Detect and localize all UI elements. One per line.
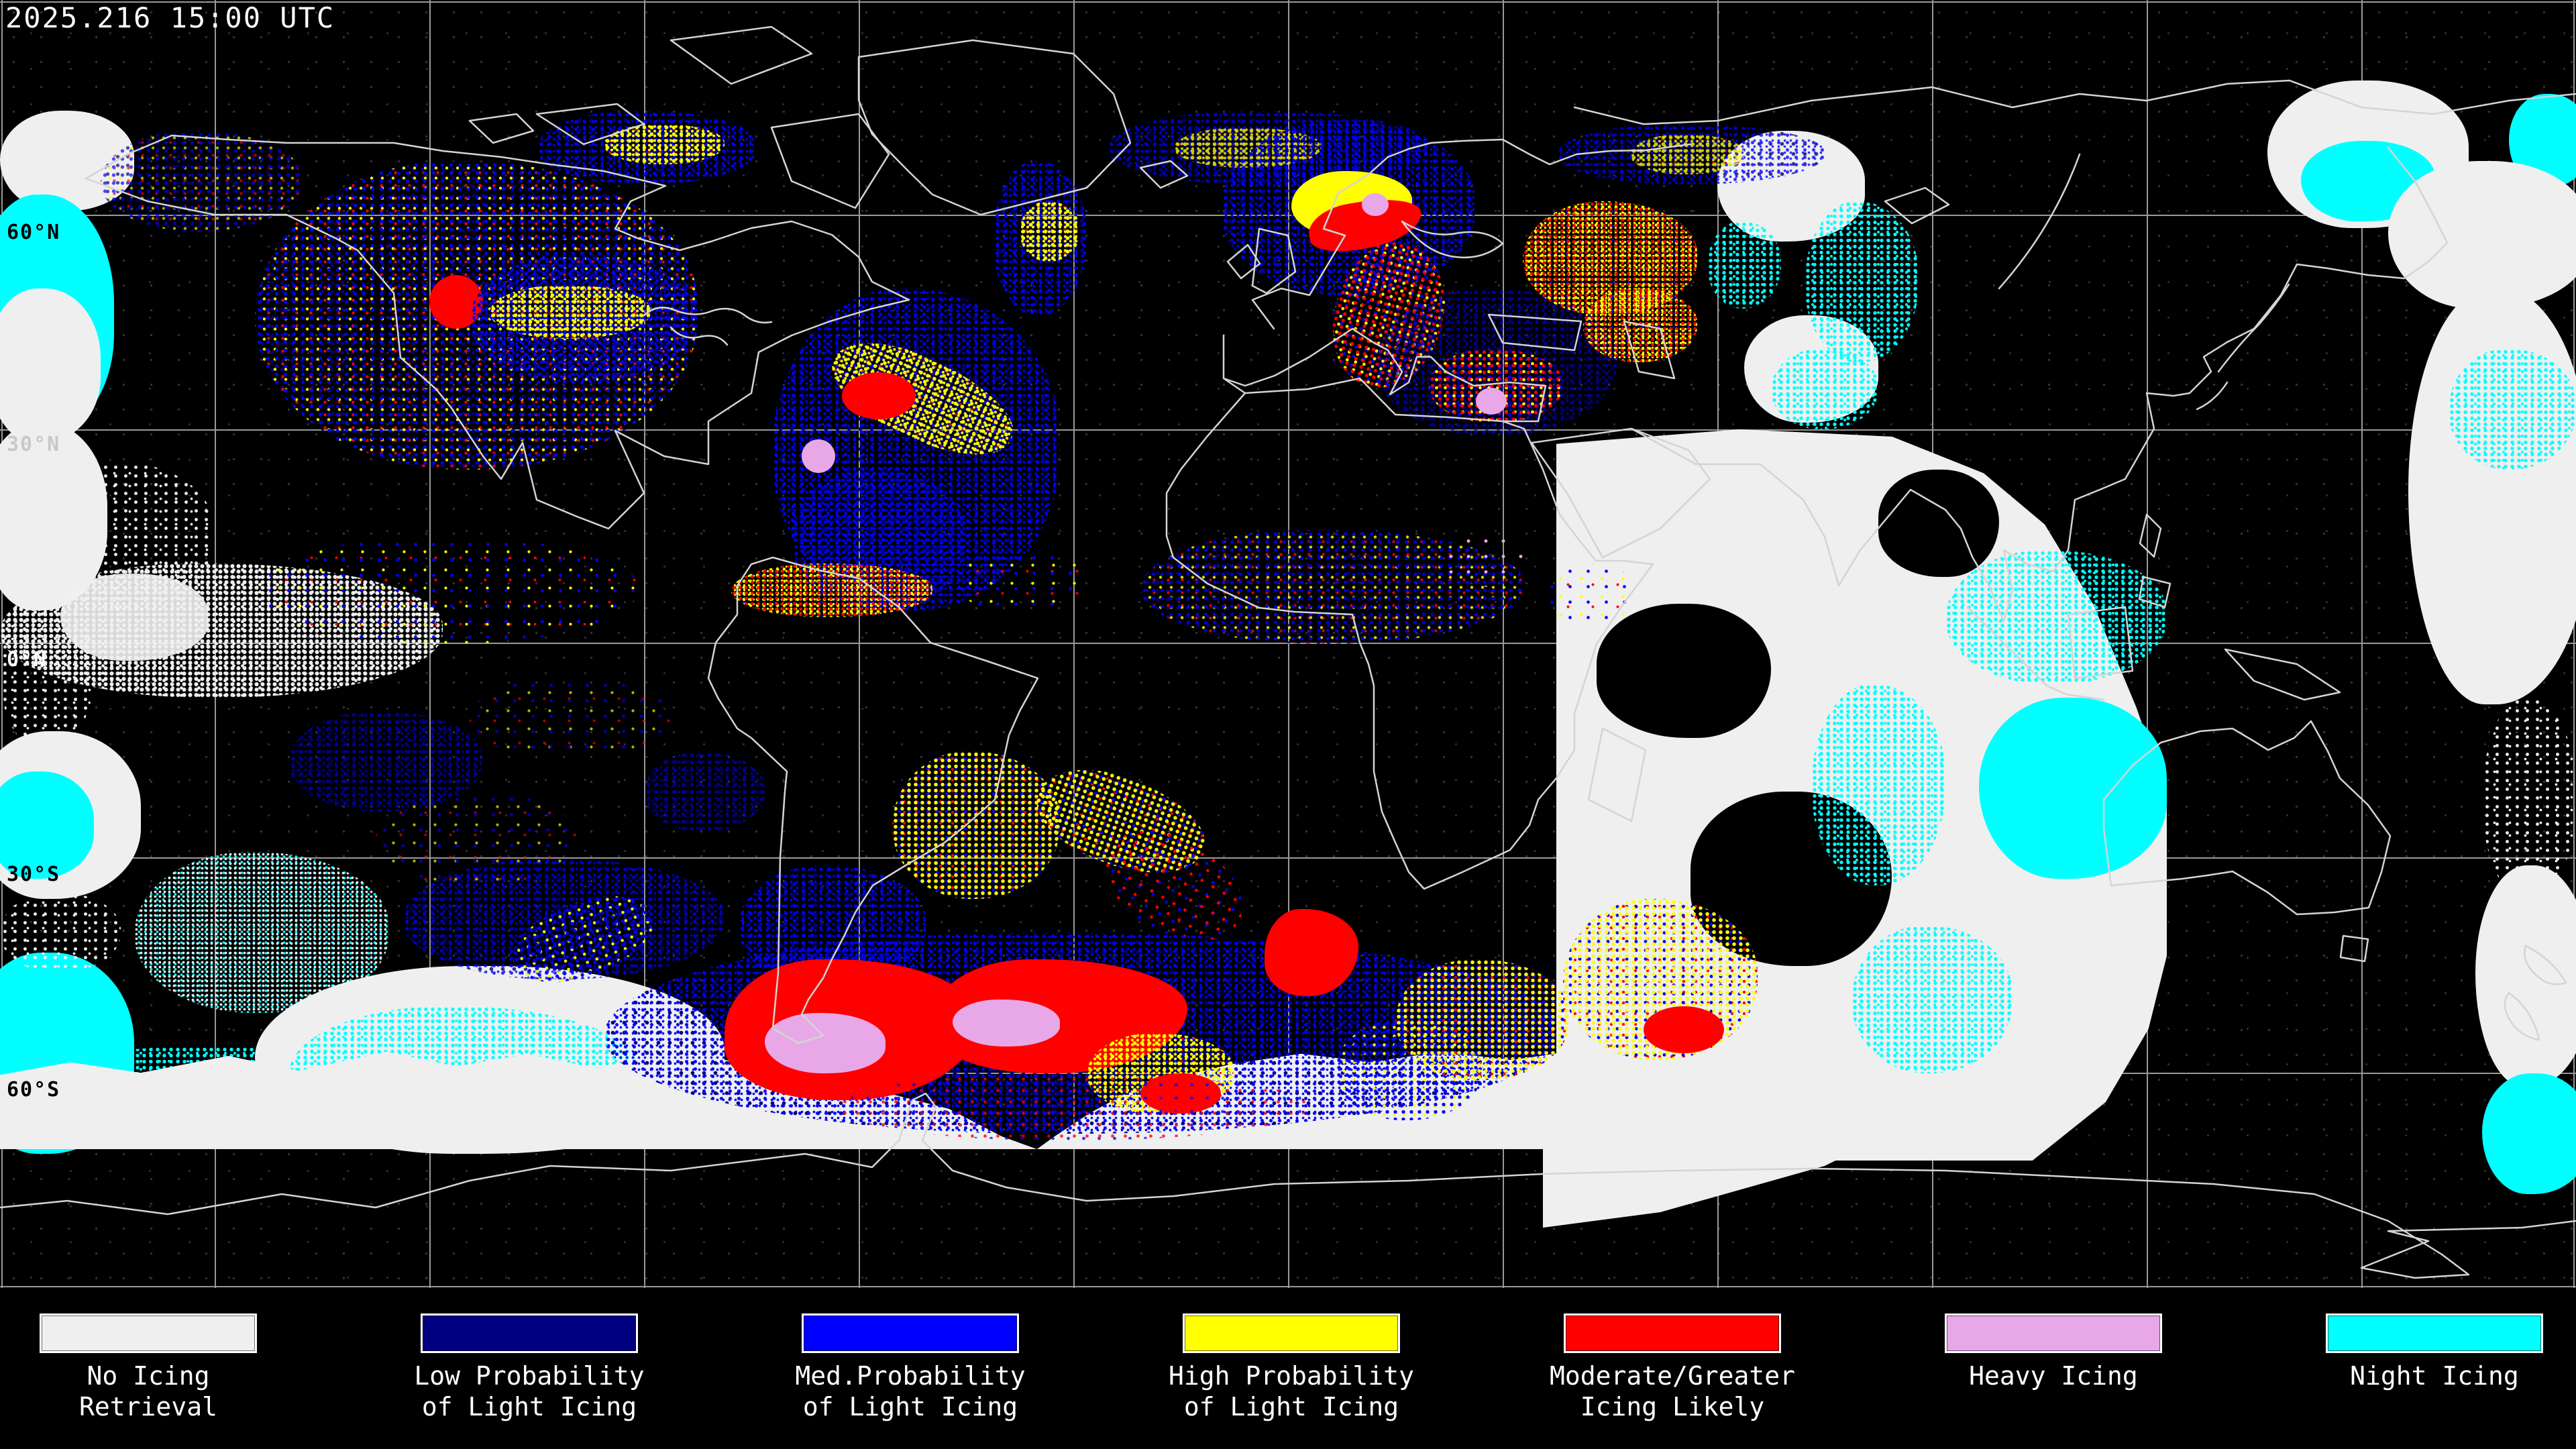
grid-line-vertical [2361, 0, 2363, 1288]
cloud-gap [1878, 470, 1999, 577]
legend-label-line: of Light Icing [421, 1392, 637, 1421]
cloud-gap [1597, 604, 1771, 738]
night-icing-speckle [1771, 349, 1878, 429]
icing-speckle [376, 792, 577, 885]
coastlines-svg [0, 25, 2576, 1279]
legend-label: High Probability of Light Icing [1130, 1360, 1452, 1422]
heavy-icing-patch [802, 439, 835, 473]
icing-moderate-patch [842, 372, 916, 419]
legend-item-heavy: Heavy Icing [1892, 1288, 2214, 1449]
icing-speckle-itcz [262, 537, 637, 644]
legend-label-line: Night Icing [2350, 1361, 2519, 1391]
grid-line-vertical [1503, 0, 1504, 1288]
legend-swatch [421, 1313, 638, 1353]
legend-label: Heavy Icing [1892, 1360, 2214, 1391]
legend-label-line: High Probability [1168, 1361, 1415, 1391]
legend-item-moderate: Moderate/Greater Icing Likely [1511, 1288, 1833, 1449]
legend-swatch [1183, 1313, 1400, 1353]
legend-item-low-prob: Low Probability of Light Icing [368, 1288, 690, 1449]
legend-label: Low Probability of Light Icing [368, 1360, 690, 1422]
grid-line-vertical [1073, 0, 1075, 1288]
cloud-patch [0, 288, 101, 443]
heavy-icing-mass [953, 1000, 1060, 1046]
cloud-patch [60, 574, 208, 661]
legend-label-line: Med.Probability [795, 1361, 1026, 1391]
grid-line-horizontal [0, 1286, 2576, 1287]
grid-line-horizontal [0, 429, 2576, 431]
icing-high-streak [490, 285, 651, 339]
night-icing-speckle [2449, 349, 2576, 470]
legend-label-line: Heavy Icing [1969, 1361, 2138, 1391]
timestamp: 2025.216 15:00 UTC [5, 1, 335, 34]
legend-swatch [1945, 1313, 2162, 1353]
icing-speckle [470, 678, 671, 758]
cloud-patch [2475, 865, 2576, 1087]
grid-line-horizontal [0, 857, 2576, 859]
latitude-label: 0°N [7, 648, 48, 672]
grid-line-vertical [2573, 0, 2575, 1288]
night-icing-patch [2482, 1073, 2576, 1194]
grid-line-horizontal [0, 643, 2576, 644]
night-icing-patch [0, 771, 94, 879]
grid-line-vertical [1288, 0, 1289, 1288]
grid-line-vertical [859, 0, 860, 1288]
legend-label: No Icing Retrieval [0, 1360, 309, 1422]
latitude-label: 30°S [7, 863, 61, 886]
icing-high-streak [1630, 134, 1744, 174]
legend-label-line: Retrieval [79, 1392, 217, 1421]
heavy-icing-speckle [1442, 533, 1523, 587]
grid-line-vertical [644, 0, 645, 1288]
latitude-label: 30°N [7, 433, 61, 456]
cloud-patch [2388, 161, 2576, 309]
latitude-label: 60°S [7, 1078, 61, 1102]
legend-label: Med.Probability of Light Icing [749, 1360, 1071, 1422]
legend-item-night: Night Icing [2273, 1288, 2576, 1449]
grid-line-horizontal [0, 1, 2576, 3]
icing-moderate-mass [1265, 909, 1358, 996]
legend-label-line: of Light Icing [1183, 1392, 1399, 1421]
legend: No Icing Retrieval Low Probability of Li… [0, 1288, 2576, 1449]
night-icing-speckle [1707, 221, 1781, 309]
legend-item-med-prob: Med.Probability of Light Icing [749, 1288, 1071, 1449]
legend-swatch [1564, 1313, 1781, 1353]
icing-moderate-patch [1644, 1006, 1724, 1053]
latitude-label: 60°N [7, 221, 61, 244]
legend-item-no-icing: No Icing Retrieval [0, 1288, 309, 1449]
icing-speckle [644, 751, 765, 832]
night-icing-speckle [1805, 201, 1919, 362]
legend-swatch [40, 1313, 257, 1353]
cloud-speckle [0, 892, 121, 973]
legend-label-line: of Light Icing [802, 1392, 1018, 1421]
legend-swatch [802, 1313, 1019, 1353]
legend-label-line: Icing Likely [1580, 1392, 1765, 1421]
heavy-icing-mass [765, 1013, 885, 1073]
night-icing-patch [1979, 698, 2167, 879]
legend-label: Moderate/Greater Icing Likely [1511, 1360, 1833, 1422]
legend-swatch [2326, 1313, 2543, 1353]
icing-field-south-america [892, 751, 1060, 899]
icing-speckle-itcz [1543, 564, 1637, 624]
legend-label-line: Moderate/Greater [1549, 1361, 1796, 1391]
icing-field [1395, 959, 1570, 1080]
heavy-icing-patch [1476, 388, 1507, 415]
night-icing-speckle [1811, 684, 1945, 885]
legend-label-line: Low Probability [414, 1361, 645, 1391]
legend-label: Night Icing [2273, 1360, 2576, 1391]
heavy-icing-patch [1362, 193, 1389, 216]
icing-high-streak [1020, 201, 1080, 262]
legend-label-line: No Icing [87, 1361, 210, 1391]
night-icing-speckle [1851, 926, 2012, 1073]
icing-speckle-itcz [953, 550, 1087, 610]
world-icing-map: 60°N 30°N 0°N 30°S 60°S 2025.216 15:00 UTC [0, 0, 2576, 1288]
icing-speckle [839, 1073, 1308, 1140]
legend-item-high-prob: High Probability of Light Icing [1130, 1288, 1452, 1449]
